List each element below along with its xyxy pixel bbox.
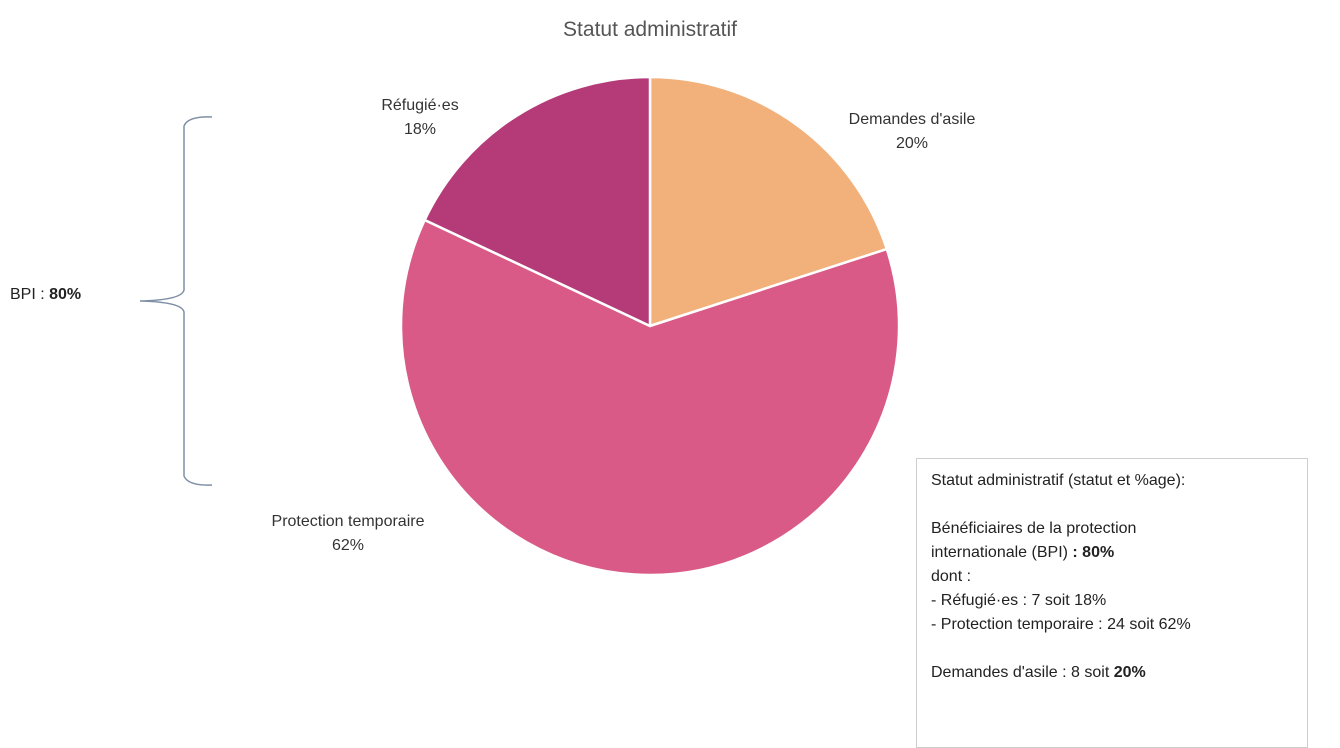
info-box-bpi-line2-prefix: internationale (BPI) (931, 544, 1073, 561)
info-box-bpi-line2: internationale (BPI) : 80% (931, 541, 1293, 565)
bpi-bracket (139, 116, 213, 486)
slice-label-refugies-name: Réfugié·es (381, 97, 459, 114)
bpi-label-prefix: BPI : (10, 286, 50, 303)
bpi-bracket-label: BPI : 80% (10, 286, 81, 304)
slice-label-refugies: Réfugié·es 18% (355, 94, 485, 142)
info-box-demandes-line: Demandes d'asile : 8 soit 20% (931, 661, 1293, 685)
pie-slice-refugie-es (423, 75, 652, 328)
info-box-demandes-value: 20% (1113, 664, 1146, 681)
pie-slice-demandes-d-asile (648, 75, 889, 328)
bpi-label-value: 80% (49, 286, 82, 303)
info-box-dont: dont : (931, 568, 972, 585)
slice-label-protection-temporaire: Protection temporaire 62% (228, 510, 468, 558)
slice-label-demandes-asile: Demandes d'asile 20% (812, 108, 1012, 156)
info-box-protection-line: - Protection temporaire : 24 soit 62% (931, 616, 1191, 633)
slice-label-demandes-percent: 20% (895, 135, 929, 152)
slice-label-demandes-name: Demandes d'asile (848, 111, 976, 128)
slice-label-protection-name: Protection temporaire (271, 513, 425, 530)
bracket-line (139, 116, 213, 486)
chart-title: Statut administratif (563, 18, 737, 41)
info-box-bpi-value: : 80% (1072, 544, 1115, 561)
info-box: Statut administratif (statut et %age): B… (916, 458, 1308, 748)
info-box-demandes-prefix: Demandes d'asile : 8 soit (931, 664, 1114, 681)
slice-label-protection-percent: 62% (331, 537, 365, 554)
info-box-title: Statut administratif (statut et %age): (931, 472, 1186, 489)
info-box-bpi-line1: Bénéficiaires de la protection (931, 520, 1137, 537)
slice-label-refugies-percent: 18% (403, 121, 437, 138)
info-box-refugies-line: - Réfugié·es : 7 soit 18% (931, 592, 1107, 609)
pie-slice-protection-temporaire (399, 218, 901, 577)
pie-slices (399, 75, 901, 577)
